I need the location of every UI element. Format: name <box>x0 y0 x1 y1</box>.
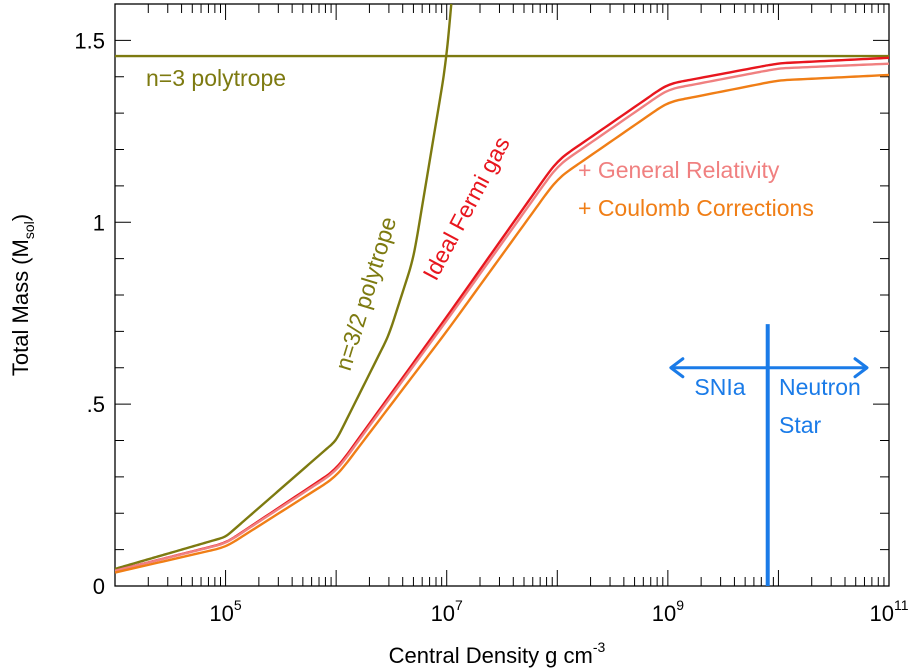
label-n32-polytrope: n=3/2 polytrope <box>330 214 401 374</box>
y-tick-label: 1 <box>93 210 105 235</box>
y-tick-label: .5 <box>87 392 105 417</box>
fermi-gas-line <box>115 56 889 572</box>
curves <box>115 4 889 574</box>
general-relativity-line <box>115 62 889 572</box>
label-general-relativity: + General Relativity <box>578 157 780 183</box>
y-axis-title: Total Mass (Msol) <box>8 214 37 376</box>
plot-frame <box>114 3 890 587</box>
snia-neutron-divider <box>669 324 869 586</box>
x-tick-label: 107 <box>431 597 463 626</box>
n32-polytrope-line <box>115 4 453 571</box>
label-coulomb-corrections: + Coulomb Corrections <box>578 195 814 221</box>
y-tick-label: 1.5 <box>74 28 105 53</box>
x-axis-title: Central Density g cm-3 <box>389 639 606 668</box>
x-axis-title-exponent: -3 <box>593 639 606 655</box>
x-tick-label: 1011 <box>869 597 908 626</box>
arrow-head-right <box>853 357 869 379</box>
arrow-head-left <box>669 357 685 379</box>
coulomb-line <box>115 73 889 574</box>
y-axis-title-subscript: sol <box>21 221 37 239</box>
label-n3-polytrope: n=3 polytrope <box>146 65 286 91</box>
y-axis-title-close: ) <box>8 214 33 221</box>
x-tick-label: 105 <box>209 597 241 626</box>
axis-ticks: 0 .5 1 1.5 105 107 109 1011 <box>74 3 909 626</box>
label-neutron: Neutron <box>779 374 861 400</box>
y-tick-label: 0 <box>93 574 105 599</box>
x-tick-label: 109 <box>652 597 684 626</box>
label-star: Star <box>779 412 822 438</box>
label-ideal-fermi-gas: Ideal Fermi gas <box>417 132 514 284</box>
label-snia: SNIa <box>694 374 745 400</box>
